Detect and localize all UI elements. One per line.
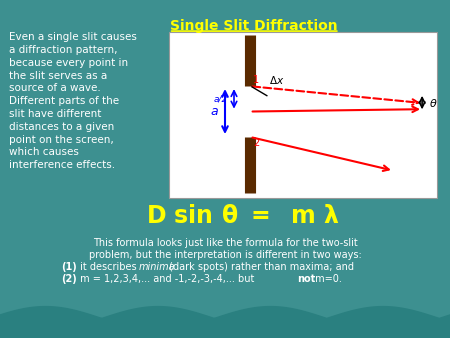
Text: This formula looks just like the formula for the two-slit: This formula looks just like the formula… [93,238,357,248]
Text: a: a [211,105,218,118]
Text: problem, but the interpretation is different in two ways:: problem, but the interpretation is diffe… [89,250,361,260]
Text: (dark spots) rather than maxima; and: (dark spots) rather than maxima; and [166,262,354,272]
Text: 1: 1 [253,75,259,85]
FancyBboxPatch shape [169,32,436,198]
Text: m=0.: m=0. [312,274,342,284]
Text: (1): (1) [61,262,77,272]
Text: (2): (2) [61,274,77,284]
Polygon shape [0,306,450,338]
Text: Even a single slit causes
a diffraction pattern,
because every point in
the slit: Even a single slit causes a diffraction … [9,32,137,170]
Text: a/2: a/2 [213,94,228,103]
Text: it describes: it describes [77,262,140,272]
Text: minima: minima [139,262,175,272]
Text: $\Delta x$: $\Delta x$ [269,74,284,86]
Text: $\theta$: $\theta$ [429,97,437,108]
Text: Single Slit Diffraction: Single Slit Diffraction [171,19,338,32]
Text: 2: 2 [253,138,259,148]
Text: not: not [297,274,315,284]
Text: m = 1,2,3,4,... and -1,-2,-3,-4,... but: m = 1,2,3,4,... and -1,-2,-3,-4,... but [77,274,258,284]
Text: $\mathbf{D}$ $\mathbf{sin}$ $\mathbf{\theta}$ $\mathbf{=}$  $\mathbf{m}$ $\mathb: $\mathbf{D}$ $\mathbf{sin}$ $\mathbf{\th… [146,204,340,228]
